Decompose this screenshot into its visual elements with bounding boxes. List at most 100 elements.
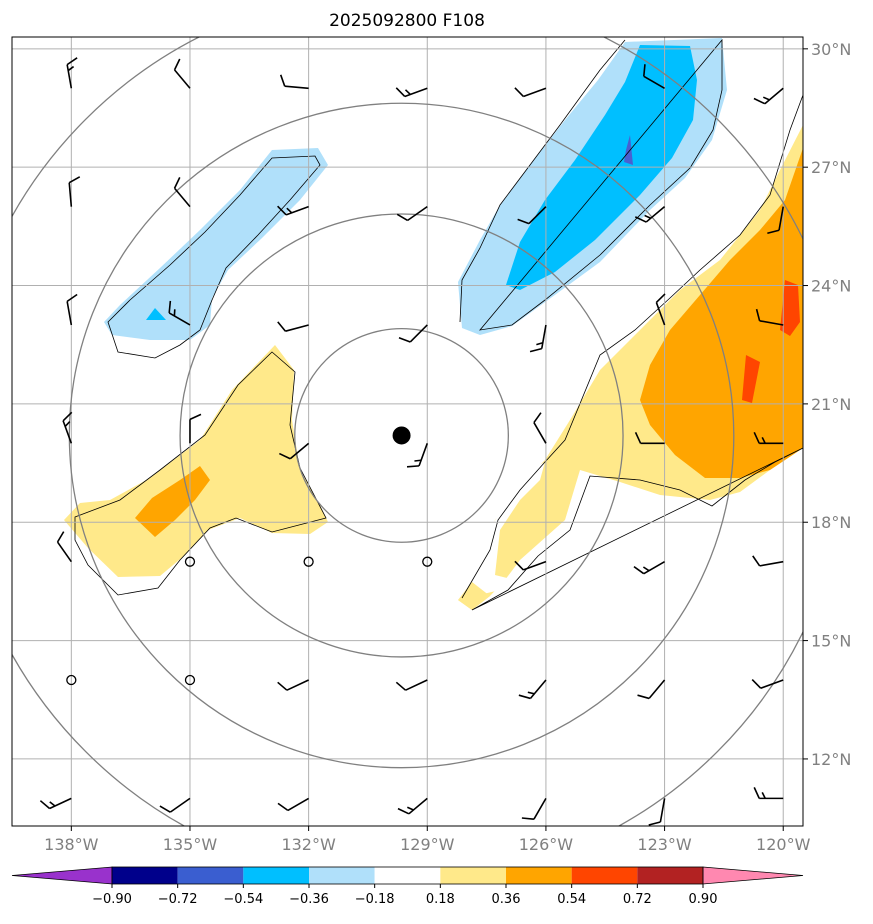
wind-barb: [56, 531, 72, 563]
wind-barb: [168, 300, 191, 326]
wind-barb: [173, 58, 191, 89]
wind-barb: [277, 205, 309, 216]
colorbar-extend-high: [702, 866, 804, 885]
colorbar-segment: [440, 867, 506, 884]
longitude-axis: 138°W 135°W 132°W 129°W 126°W 123°W 120°W: [44, 826, 811, 854]
wind-barb: [514, 87, 547, 98]
wind-barb: [753, 87, 784, 105]
lon-tick-label: 126°W: [519, 835, 574, 854]
wind-barb: [66, 57, 78, 89]
colorbar-segment: [506, 867, 572, 884]
wind-barbs: [39, 57, 785, 826]
wind-barb: [397, 797, 428, 815]
wind-barb: [633, 560, 665, 575]
colorbar-segment: [177, 867, 244, 884]
positive-anomaly-se: [458, 125, 803, 610]
map-frame: [11, 36, 804, 827]
calm-wind-marker: [422, 556, 433, 567]
range-ring: [294, 328, 510, 543]
colorbar-extend-low: [11, 866, 113, 885]
lon-tick-label: 138°W: [44, 835, 99, 854]
colorbar-tick-label: −0.72: [158, 892, 198, 907]
colorbar-tick-label: −0.36: [289, 892, 329, 907]
range-rings: [12, 37, 803, 826]
colorbar: −0.90 −0.72 −0.54 −0.36 −0.18 0.18 0.36 0.54 0.7…: [11, 866, 804, 907]
storm-center-marker: [392, 426, 411, 445]
negative-anomaly-ne-peak: [624, 135, 633, 165]
colorbar-tick-label: 0.90: [689, 892, 718, 907]
wind-barb: [517, 206, 547, 225]
wind-barb: [62, 411, 73, 444]
lat-tick-label: 18°N: [811, 513, 851, 532]
wind-barb: [277, 797, 310, 812]
lat-tick-label: 15°N: [811, 632, 851, 651]
colorbar-tick-label: 0.36: [492, 892, 521, 907]
lon-tick-label: 123°W: [637, 835, 692, 854]
colorbar-segment: [112, 867, 178, 884]
wind-barb: [634, 206, 666, 223]
lon-tick-label: 132°W: [281, 835, 336, 854]
colorbar-tick-label: −0.18: [355, 892, 395, 907]
lon-tick-label: 135°W: [163, 835, 218, 854]
wind-barb: [395, 679, 428, 691]
wind-barb: [68, 176, 81, 207]
white-gap-se: [458, 462, 545, 600]
contour-ne: [459, 38, 723, 331]
range-ring: [179, 213, 624, 658]
colorbar-segment: [243, 867, 309, 884]
lon-tick-label: 120°W: [756, 835, 811, 854]
wind-barb: [637, 679, 666, 700]
colorbar-segment: [637, 867, 703, 884]
negative-anomaly-nw: [104, 148, 328, 340]
positive-anomaly-se-strip: [458, 582, 490, 610]
colorbar-segment: [571, 867, 638, 884]
colorbar-tick-label: 0.18: [426, 892, 455, 907]
graticule: [12, 37, 803, 826]
calm-wind-marker: [184, 674, 196, 686]
wind-barb: [159, 797, 191, 813]
colorbar-tick-label: −0.54: [223, 892, 263, 907]
positive-anomaly-se-core: [640, 148, 803, 478]
wind-barb: [752, 555, 784, 567]
wind-barb: [751, 679, 784, 689]
wind-barb: [278, 442, 310, 460]
colorbar-segment: [309, 867, 375, 884]
wind-barb: [634, 432, 665, 445]
wind-barb: [655, 293, 666, 326]
wind-barb: [398, 324, 428, 343]
wind-barb: [521, 797, 547, 820]
wind-barb: [514, 560, 547, 571]
wind-barb: [189, 413, 202, 444]
map-area: [12, 37, 803, 826]
negative-anomaly-nw-core: [146, 308, 166, 320]
wind-barb: [642, 64, 665, 89]
calm-wind-marker: [184, 556, 196, 567]
wind-barb: [279, 74, 309, 90]
lon-tick-label: 129°W: [400, 835, 455, 854]
contour-nw: [107, 155, 321, 359]
wind-barb: [277, 321, 309, 332]
lat-tick-label: 27°N: [811, 158, 851, 177]
positive-anomaly-sw-core: [135, 466, 210, 537]
lat-tick-label: 24°N: [811, 277, 851, 296]
calm-wind-marker: [66, 674, 77, 686]
wind-barb: [753, 432, 784, 445]
positive-anomaly-sw: [64, 345, 328, 577]
wind-barb: [396, 205, 428, 222]
wind-barb: [648, 798, 666, 826]
calm-wind-marker: [303, 556, 314, 567]
positive-anomaly-se-peak-2: [742, 355, 760, 403]
wind-barb: [39, 797, 72, 810]
colorbar-tick-label: 0.72: [623, 892, 652, 907]
contour-lines: [74, 38, 803, 611]
latitude-axis: 30°N 27°N 24°N 21°N 18°N 15°N 12°N: [803, 40, 851, 769]
wind-barb: [173, 177, 191, 208]
colorbar-segment: [374, 867, 441, 884]
wind-barb: [533, 412, 547, 444]
positive-anomaly-se-peak-1: [780, 280, 800, 336]
colorbar-frame: [111, 866, 704, 885]
wind-barb: [395, 87, 428, 98]
range-ring: [68, 102, 735, 769]
wind-barb: [518, 679, 547, 700]
colorbar-tick-label: 0.54: [557, 892, 586, 907]
